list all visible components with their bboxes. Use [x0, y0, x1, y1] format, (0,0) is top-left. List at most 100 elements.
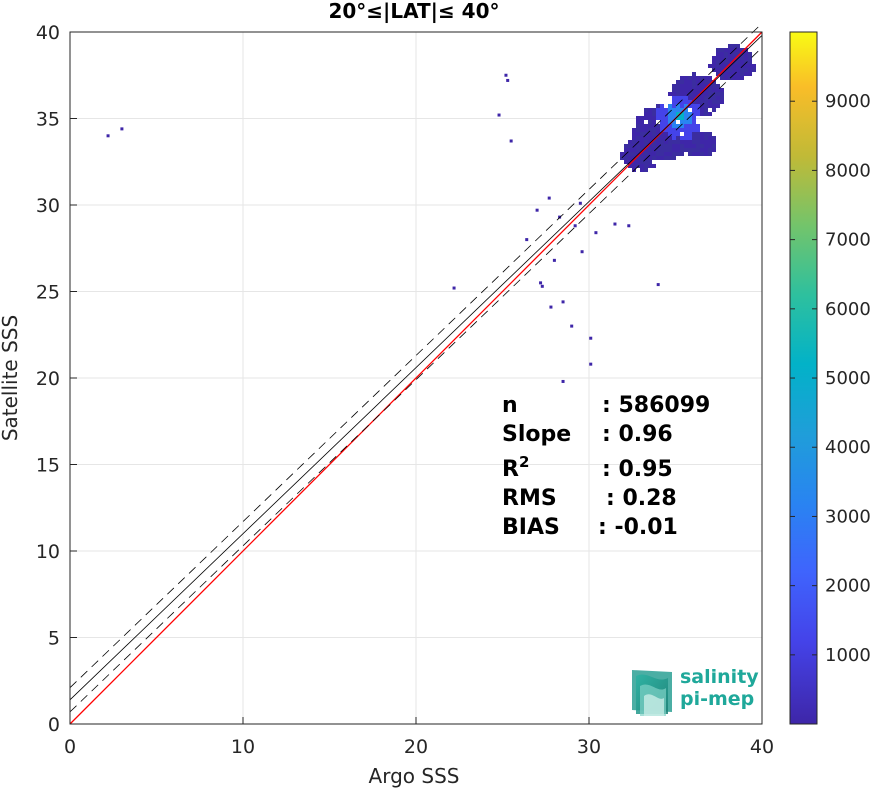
density-cell: [696, 84, 700, 88]
density-cell: [648, 160, 652, 164]
density-cell: [740, 56, 744, 60]
density-cell: [632, 164, 636, 168]
density-cell: [732, 44, 736, 48]
density-cell: [736, 52, 740, 56]
density-cell: [636, 116, 640, 120]
density-cell: [680, 120, 684, 124]
density-cell: [640, 132, 644, 136]
density-cell: [676, 144, 680, 148]
density-cell: [704, 152, 708, 156]
density-cell: [660, 116, 664, 120]
density-cell: [716, 60, 720, 64]
y-axis-label: Satellite SSS: [0, 315, 22, 441]
density-cell: [680, 108, 684, 112]
density-cell: [696, 128, 700, 132]
density-cell: [696, 104, 700, 108]
density-cell: [680, 84, 684, 88]
density-cell: [748, 60, 752, 64]
stat-value: : -0.01: [598, 515, 678, 540]
density-cell: [724, 76, 728, 80]
y-axis-ticks: 0 5 10 15 20 25 30 35 40: [36, 22, 77, 736]
density-cell: [668, 124, 672, 128]
density-cell: [668, 92, 672, 96]
density-cell: [664, 116, 668, 120]
density-cell: [688, 132, 692, 136]
density-cell: [692, 96, 696, 100]
density-cell: [676, 84, 680, 88]
outlier-point: [580, 250, 584, 254]
density-cell: [708, 132, 712, 136]
y-tick-label: 40: [36, 22, 60, 44]
density-cell: [708, 84, 712, 88]
density-cell: [680, 100, 684, 104]
density-cell: [688, 88, 692, 92]
outlier-point: [561, 379, 565, 383]
density-cell: [652, 164, 656, 168]
density-cell: [696, 124, 700, 128]
density-cell: [644, 124, 648, 128]
density-cell: [696, 108, 700, 112]
density-cell: [700, 148, 704, 152]
density-cell: [728, 48, 732, 52]
density-cell: [712, 144, 716, 148]
x-axis-label: Argo SSS: [369, 764, 460, 788]
density-cell: [676, 124, 680, 128]
density-cell: [628, 148, 632, 152]
density-cell: [688, 120, 692, 124]
density-cell: [668, 132, 672, 136]
density-cell: [668, 104, 672, 108]
density-cell: [668, 128, 672, 132]
density-cell: [720, 88, 724, 92]
density-cell: [700, 100, 704, 104]
density-cell: [704, 100, 708, 104]
density-cell: [712, 136, 716, 140]
density-cell: [700, 84, 704, 88]
one-to-one-line: [69, 31, 763, 725]
density-cell: [728, 56, 732, 60]
outlier-point: [506, 78, 510, 82]
density-cell: [664, 124, 668, 128]
density-cell: [684, 128, 688, 132]
density-cell: [684, 108, 688, 112]
density-cell: [720, 96, 724, 100]
outlier-point: [594, 231, 598, 235]
density-cell: [692, 124, 696, 128]
density-cell: [680, 76, 684, 80]
density-cell: [648, 164, 652, 168]
density-cell: [704, 88, 708, 92]
density-cell: [728, 60, 732, 64]
density-cell: [724, 72, 728, 76]
density-cell: [664, 156, 668, 160]
density-cell: [644, 156, 648, 160]
y-tick-label: 5: [48, 628, 60, 650]
density-cell: [632, 160, 636, 164]
density-cell: [648, 116, 652, 120]
density-cell: [696, 144, 700, 148]
density-cell: [644, 112, 648, 116]
density-cell: [748, 52, 752, 56]
density-cell: [676, 136, 680, 140]
stat-label: RMS: [502, 486, 557, 511]
density-cell: [644, 136, 648, 140]
outlier-point: [497, 113, 501, 117]
outlier-point: [504, 73, 508, 77]
density-cell: [660, 140, 664, 144]
density-cell: [684, 80, 688, 84]
density-cell: [688, 96, 692, 100]
density-cell: [660, 156, 664, 160]
wave-logo-icon: [632, 670, 672, 716]
density-cell: [712, 60, 716, 64]
y-tick-label: 10: [36, 541, 60, 563]
density-cell: [672, 136, 676, 140]
density-cell: [696, 152, 700, 156]
density-cell: [632, 128, 636, 132]
density-cell: [680, 136, 684, 140]
density-cell: [696, 96, 700, 100]
density-cell: [680, 144, 684, 148]
density-cell: [668, 140, 672, 144]
density-cell: [640, 120, 644, 124]
outlier-point: [578, 201, 582, 205]
density-cell: [640, 160, 644, 164]
outlier-point: [589, 336, 593, 340]
density-cell: [636, 164, 640, 168]
